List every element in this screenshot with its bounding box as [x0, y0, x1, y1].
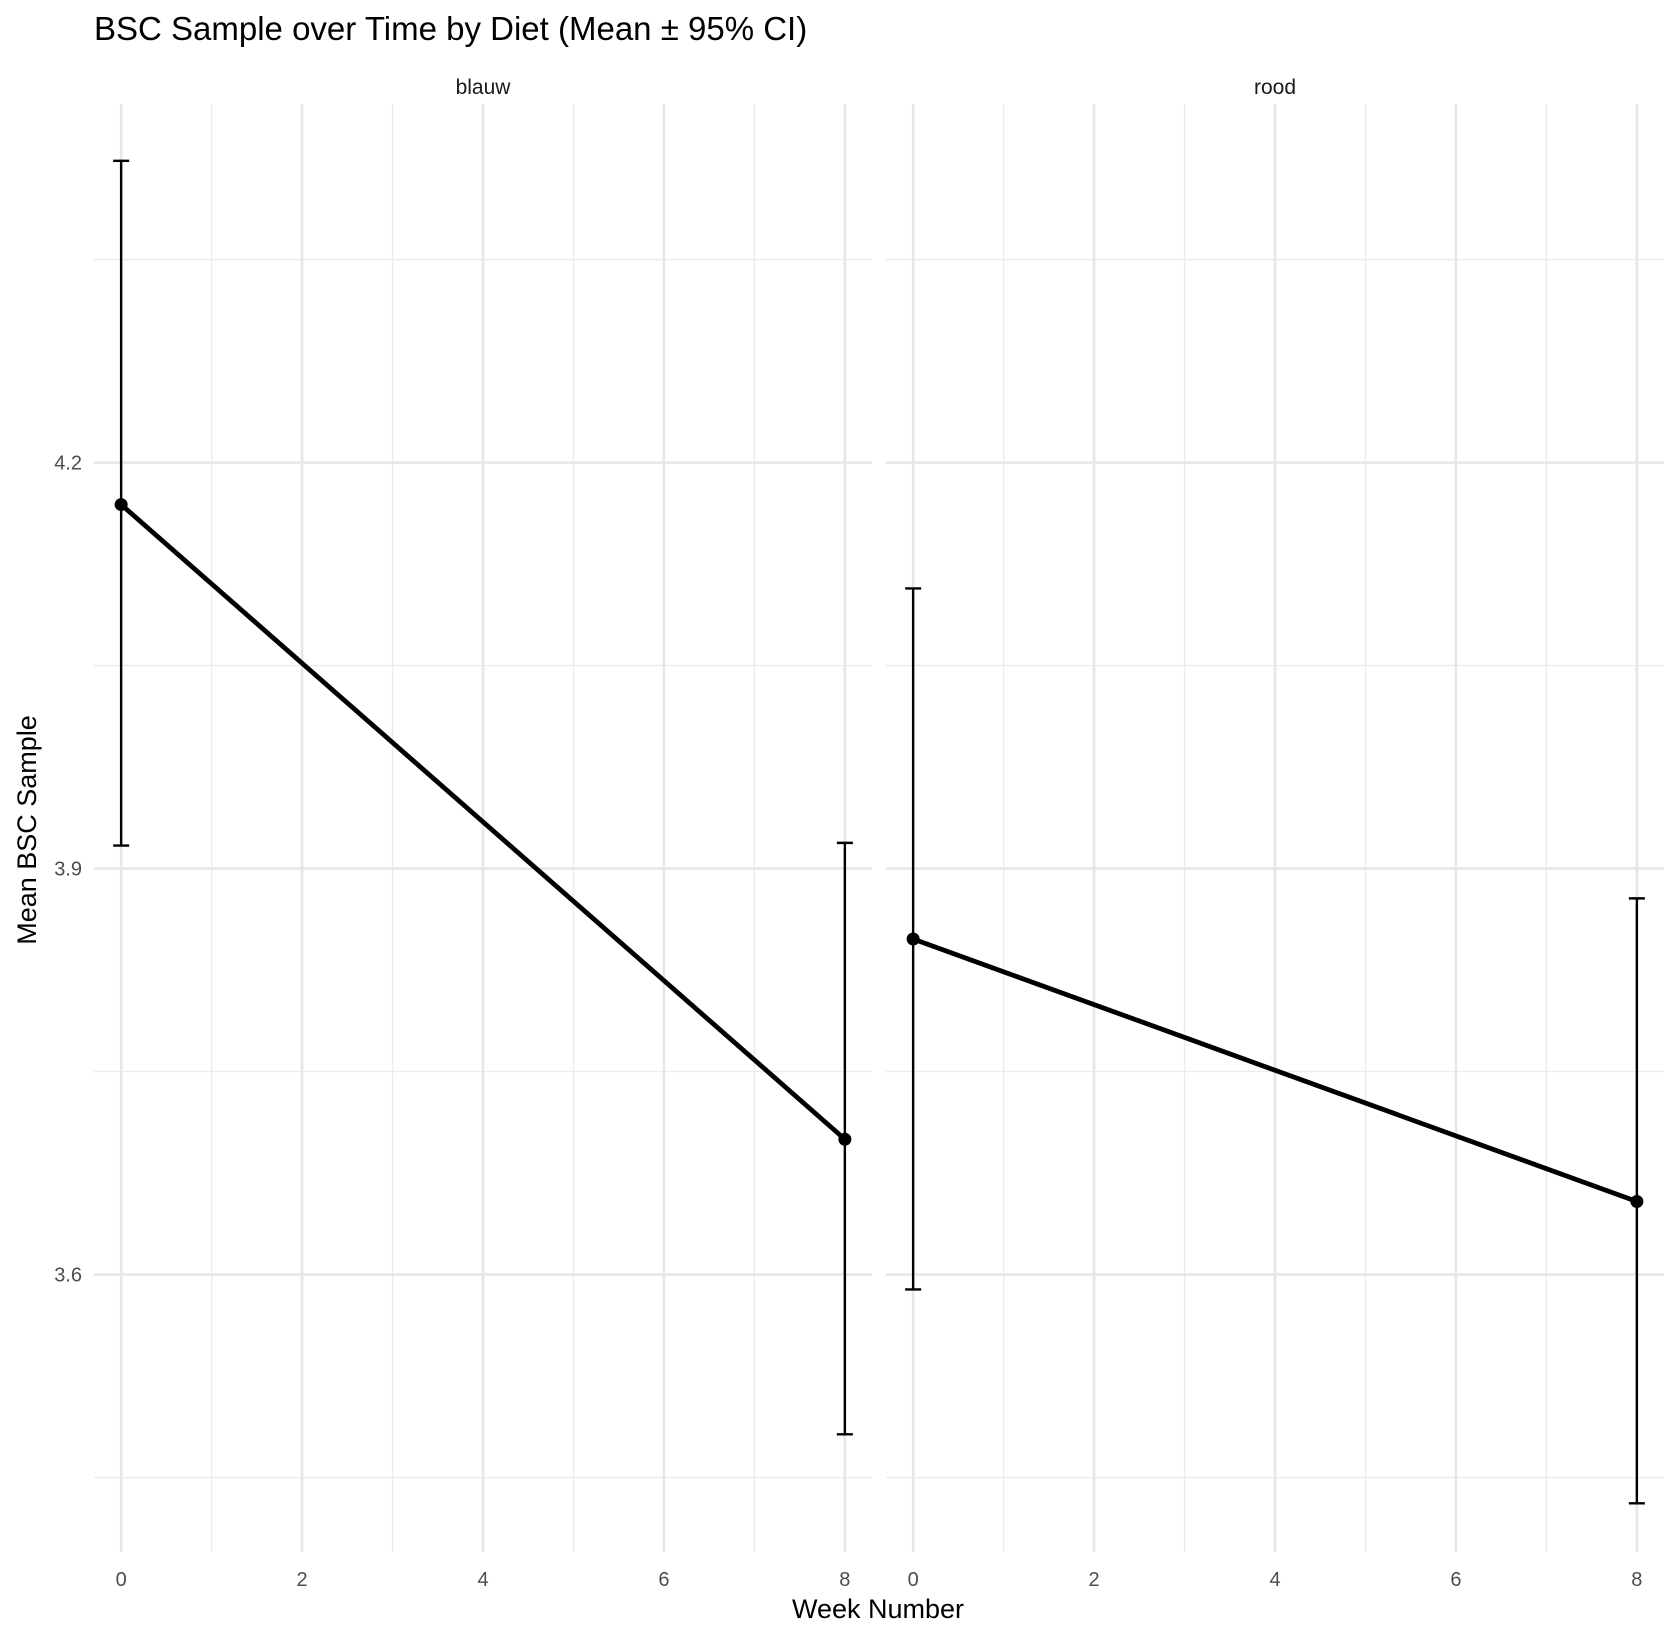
y-tick-label: 4.2	[54, 453, 82, 475]
x-tick-label: 0	[908, 1569, 919, 1591]
x-tick-label: 8	[1631, 1569, 1642, 1591]
x-tick-label: 0	[116, 1569, 127, 1591]
series-line	[912, 936, 1638, 1204]
data-point	[114, 498, 128, 512]
series-line	[119, 502, 847, 1142]
x-tick-label: 6	[1450, 1569, 1461, 1591]
y-axis-label: Mean BSC Sample	[12, 715, 42, 945]
x-tick-label: 8	[839, 1569, 850, 1591]
x-tick-label: 2	[1089, 1569, 1100, 1591]
chart-title: BSC Sample over Time by Diet (Mean ± 95%…	[94, 10, 807, 47]
data-point	[1630, 1195, 1644, 1209]
data-point	[906, 932, 920, 946]
x-axis-label: Week Number	[792, 1594, 964, 1624]
x-tick-label: 4	[477, 1569, 488, 1591]
facet-strip-label: rood	[1254, 76, 1296, 99]
x-tick-label: 4	[1269, 1569, 1280, 1591]
y-tick-label: 3.6	[54, 1265, 82, 1287]
x-tick-label: 6	[658, 1569, 669, 1591]
y-tick-label: 3.9	[54, 859, 82, 881]
data-point	[838, 1132, 852, 1146]
x-tick-label: 2	[297, 1569, 308, 1591]
chart-panels: 3.6 3.9 4.2 blauw 0 2 4 6 8 rood 0 2 4 6 8	[54, 76, 1664, 1591]
facet-panel-rood: rood 0 2 4 6 8	[886, 76, 1664, 1591]
facet-panel-blauw: blauw 0 2 4 6 8	[94, 76, 872, 1591]
facet-strip-label: blauw	[456, 76, 512, 99]
